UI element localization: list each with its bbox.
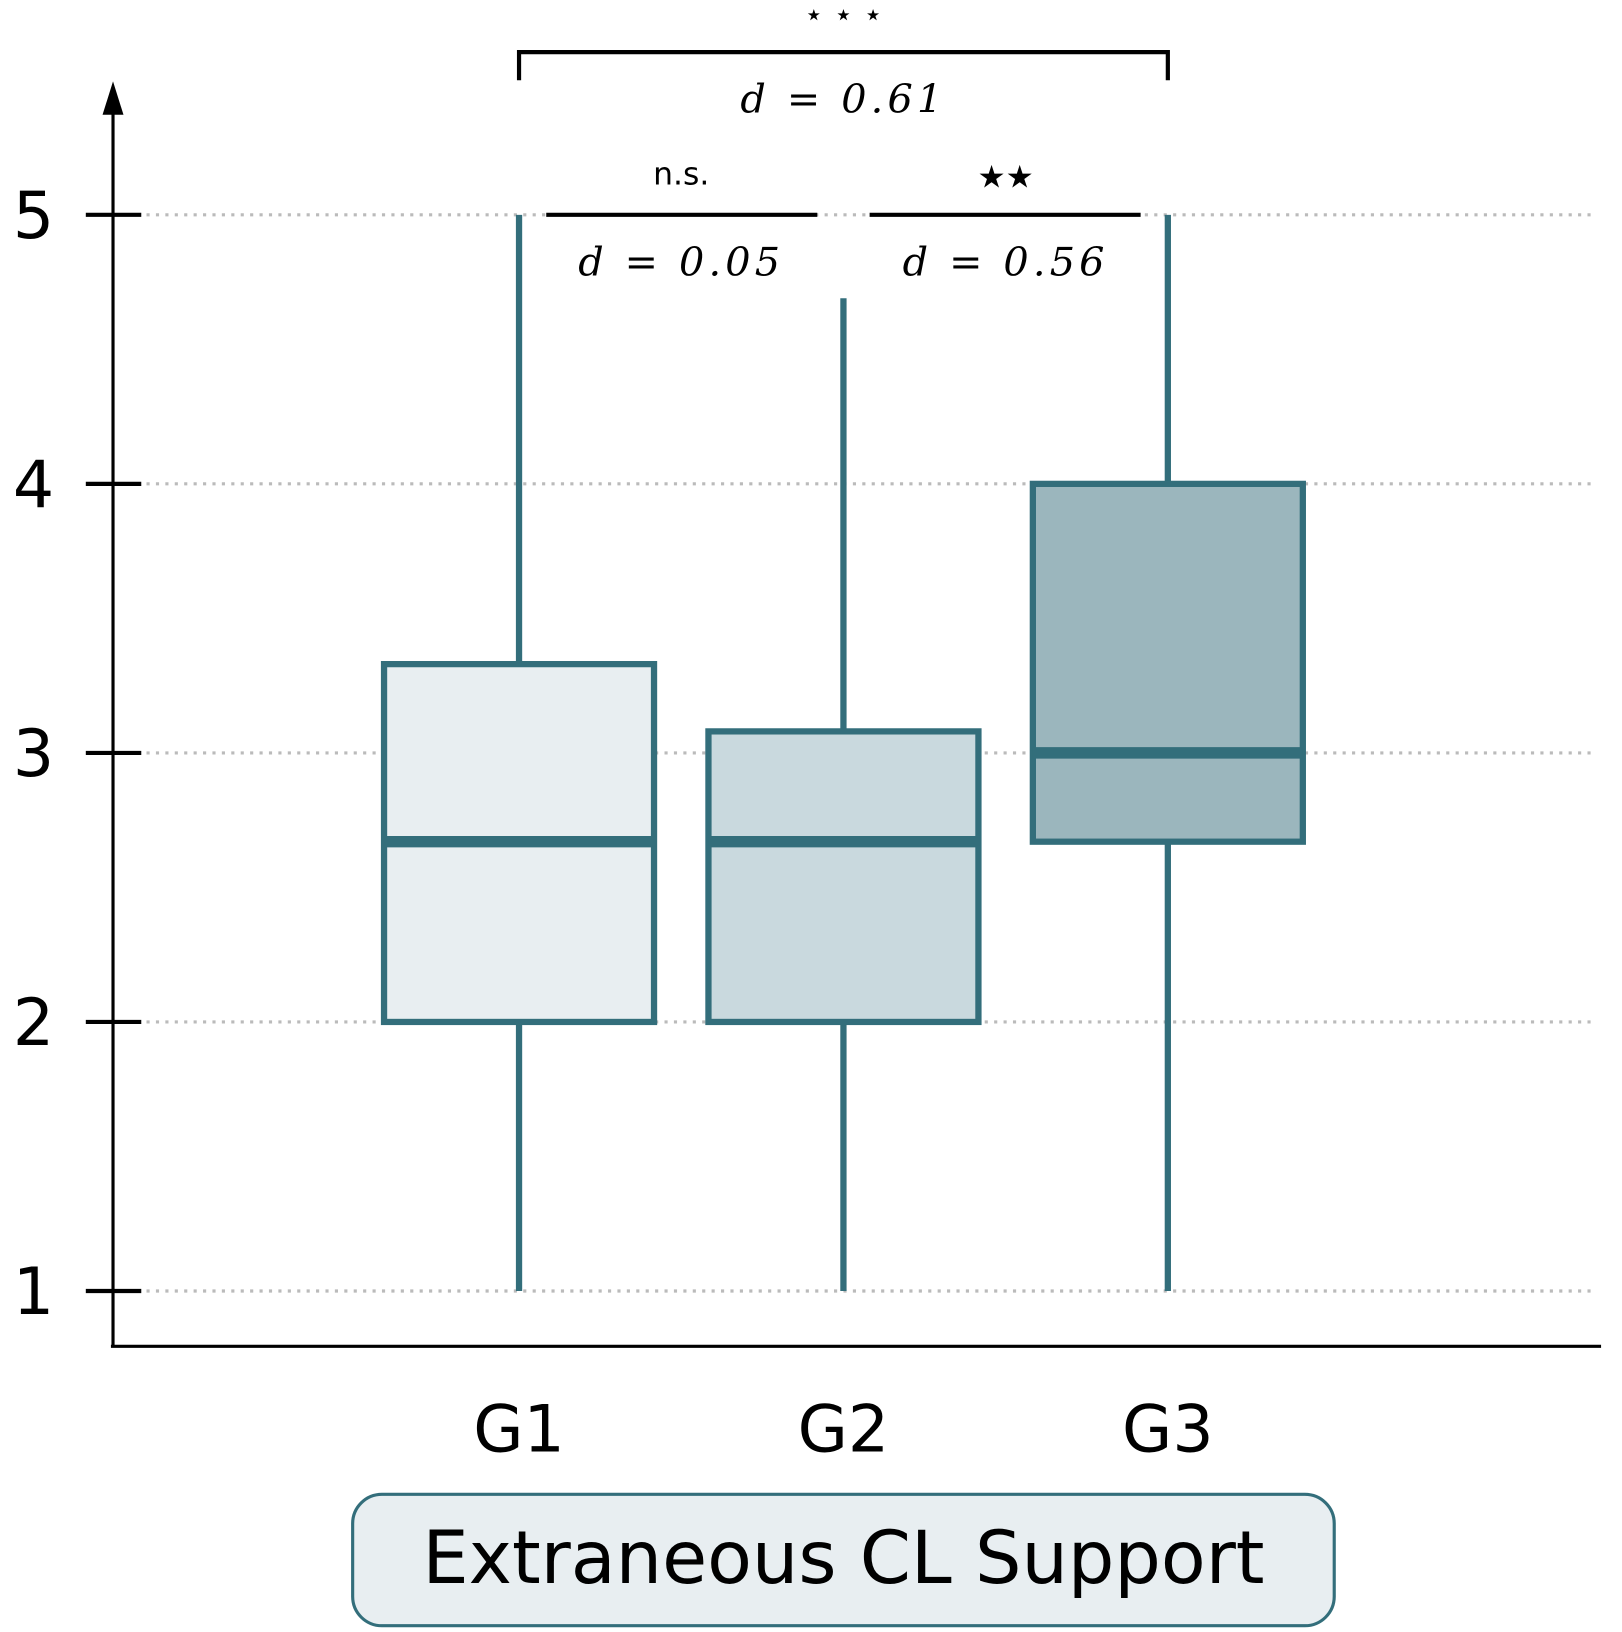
title-background [351, 1492, 1336, 1628]
effect-size-label: d = 0.61 [740, 77, 946, 123]
iqr-box [705, 728, 982, 1026]
x-tick-label: G2 [798, 1393, 890, 1468]
y-tick-label: 4 [13, 448, 54, 523]
grid-lines [146, 213, 1596, 1293]
y-tick-label: 1 [13, 1255, 54, 1330]
y-ticks: 1 2 3 4 5 [13, 179, 142, 1330]
boxes [380, 214, 1306, 1292]
axes [102, 81, 1602, 1348]
comparison-g1-g2: n.s. d = 0.05 [546, 157, 818, 285]
significance-label: n.s. [653, 157, 709, 193]
significance-label: ⋆ ⋆ ⋆ [804, 0, 883, 33]
x-tick-label: G1 [473, 1393, 565, 1468]
iqr-box [1029, 480, 1306, 845]
y-tick-label: 2 [13, 986, 54, 1061]
y-tick-label: 3 [13, 717, 54, 792]
box-g3 [1029, 214, 1306, 1292]
effect-size-label: d = 0.56 [903, 239, 1109, 285]
comparison-bracket [516, 50, 1170, 81]
chart-title: Extraneous CL Support [422, 1516, 1264, 1601]
y-tick-label: 5 [13, 179, 54, 254]
comparison-g2-g3: ★★ d = 0.56 [869, 160, 1141, 285]
box-g2 [705, 298, 982, 1292]
comparison-g1-g3: ⋆ ⋆ ⋆ d = 0.61 [516, 0, 1170, 123]
x-tick-label: G3 [1122, 1393, 1214, 1468]
chart-title-box: Extraneous CL Support [351, 1492, 1336, 1628]
y-axis-arrow-icon [102, 81, 124, 115]
x-tick-labels: G1 G2 G3 [473, 1393, 1213, 1468]
box-g1 [380, 214, 658, 1292]
significance-label: ★★ [978, 160, 1034, 196]
effect-size-label: d = 0.05 [578, 239, 784, 285]
